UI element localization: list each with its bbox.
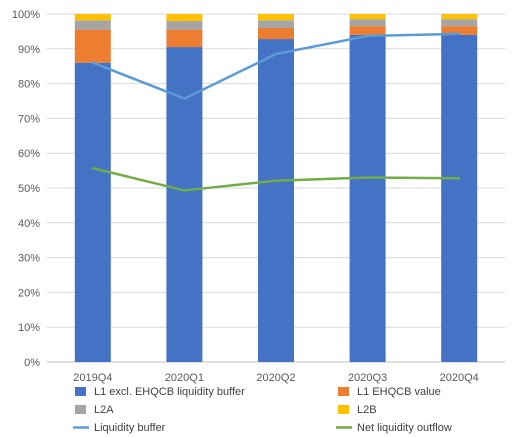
bar-segment-series-2	[74, 20, 111, 30]
bar-segment-series-1	[166, 29, 203, 48]
bar-segment-series-3	[349, 14, 386, 20]
legend-label: L1 EHQCB value	[357, 386, 441, 398]
legend-swatch	[75, 405, 86, 414]
y-tick-label: 60%	[18, 148, 40, 160]
bar-segment-series-2	[258, 20, 294, 28]
bar-segment-series-0	[258, 39, 294, 362]
line-series-0	[91, 32, 461, 100]
bar-segment-series-3	[166, 14, 203, 21]
x-tick-label: 2020Q1	[165, 372, 204, 384]
bars	[74, 14, 478, 363]
legend-label: Net liquidity outflow	[357, 422, 452, 434]
legend-swatch	[338, 405, 349, 414]
legend-swatch	[338, 387, 349, 396]
bar-segment-series-2	[166, 20, 203, 30]
bar-segment-series-0	[74, 62, 111, 362]
y-tick-label: 10%	[18, 322, 40, 334]
x-tick-label: 2020Q3	[348, 372, 387, 384]
y-tick-label: 80%	[18, 79, 40, 91]
legend-swatch	[75, 387, 86, 396]
bar-segment-series-2	[349, 19, 386, 27]
y-tick-label: 20%	[18, 287, 40, 299]
bar-segment-series-1	[258, 27, 294, 40]
line-series-1	[91, 166, 461, 192]
y-tick-label: 50%	[18, 183, 40, 195]
y-tick-label: 30%	[18, 253, 40, 265]
bar-segment-series-3	[74, 14, 111, 21]
legend-label: L1 excl. EHQCB liquidity buffer	[94, 386, 245, 398]
y-axis-ticks: 0% 10% 20% 30% 40% 50% 60% 70% 80% 90% 100%	[12, 9, 40, 369]
bar-segment-series-1	[441, 26, 478, 35]
legend-label: Liquidity buffer	[94, 422, 166, 434]
legend-label: L2A	[94, 404, 114, 416]
y-tick-label: 100%	[12, 9, 40, 21]
legend-label: L2B	[357, 404, 377, 416]
bar-segment-series-2	[441, 19, 478, 27]
x-tick-label: 2019Q4	[73, 372, 112, 384]
bar-segment-series-1	[349, 26, 386, 35]
bar-segment-series-1	[74, 29, 111, 63]
y-tick-label: 0%	[24, 357, 40, 369]
legend: L1 excl. EHQCB liquidity buffer L1 EHQCB …	[73, 386, 452, 434]
y-tick-label: 90%	[18, 44, 40, 56]
lines	[91, 32, 461, 192]
bar-segment-series-3	[258, 14, 294, 21]
x-axis-ticks: 2019Q4 2020Q1 2020Q2 2020Q3 2020Q4	[73, 372, 479, 384]
bar-segment-series-0	[349, 34, 386, 362]
y-tick-label: 70%	[18, 113, 40, 125]
y-tick-label: 40%	[18, 218, 40, 230]
bar-segment-series-0	[441, 34, 478, 362]
x-tick-label: 2020Q4	[440, 372, 479, 384]
bar-segment-series-3	[441, 14, 478, 20]
x-tick-label: 2020Q2	[256, 372, 295, 384]
